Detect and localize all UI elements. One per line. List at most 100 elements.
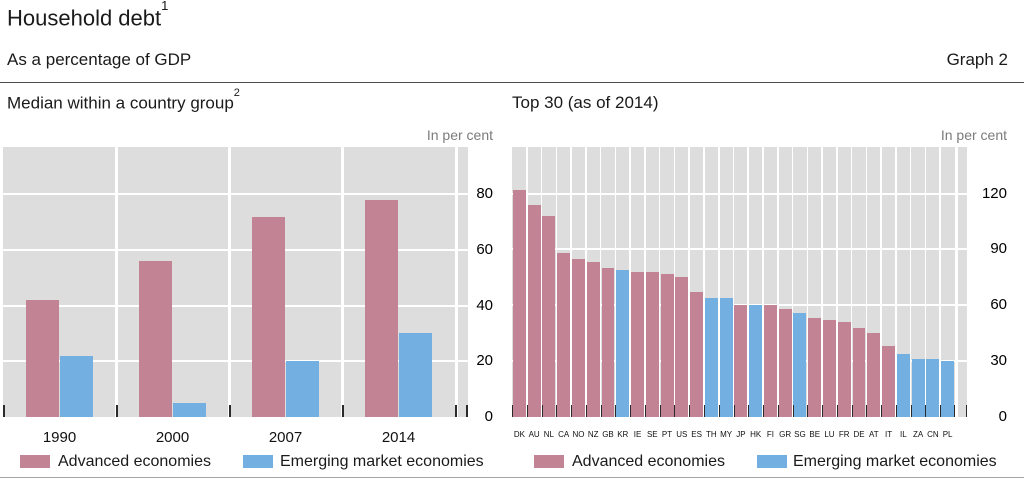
x-tick xyxy=(644,405,646,417)
bar-separator xyxy=(880,147,882,417)
x-label-IE: IE xyxy=(633,430,642,439)
bar-KR xyxy=(616,269,630,417)
y-tick-label: 20 xyxy=(476,352,493,370)
x-tick xyxy=(836,405,838,417)
x-tick xyxy=(954,405,955,417)
group-separator xyxy=(114,147,118,417)
x-tick xyxy=(866,405,868,417)
bar-separator xyxy=(747,147,750,417)
group-separator xyxy=(340,147,344,417)
title-footnote-marker: 1 xyxy=(161,0,169,13)
bar-2014-emerging xyxy=(399,333,432,417)
panel-footnote-marker: 2 xyxy=(233,87,240,99)
unit-label-top30: In per cent xyxy=(940,127,1007,143)
y-tick-label: 40 xyxy=(476,296,493,314)
x-tick xyxy=(116,405,118,417)
x-label-KR: KR xyxy=(617,430,629,439)
x-label-NL: NL xyxy=(543,430,555,439)
y-axis-top30: 0 30 60 90 120 xyxy=(914,147,1007,425)
legend-swatch-advanced-left xyxy=(20,455,50,468)
figure-bottom-rule xyxy=(0,477,1024,478)
bar-separator xyxy=(525,147,528,417)
bar-NL xyxy=(542,215,556,417)
bar-1990-emerging xyxy=(60,355,93,417)
x-tick xyxy=(455,405,457,417)
x-tick xyxy=(777,405,779,417)
bar-SE xyxy=(645,271,659,417)
x-label-ES: ES xyxy=(691,430,702,439)
bar-2007-emerging xyxy=(286,361,319,417)
bar-TH xyxy=(704,297,718,417)
bar-separator xyxy=(629,147,631,417)
bar-GR xyxy=(778,309,792,417)
x-label-2000: 2000 xyxy=(155,429,190,446)
x-label-FI: FI xyxy=(766,430,774,439)
x-tick xyxy=(466,405,468,417)
x-tick xyxy=(615,405,617,417)
x-tick xyxy=(585,405,587,417)
x-label-US: US xyxy=(676,430,688,439)
bar-GB xyxy=(601,268,615,417)
legend-swatch-emerging-left xyxy=(243,455,273,468)
panel-title-median: Median within a country group2 xyxy=(7,87,240,114)
gridline xyxy=(512,248,967,251)
x-label-SE: SE xyxy=(646,430,658,439)
gridline xyxy=(3,304,468,307)
plot-median-group xyxy=(3,147,468,417)
x-tick xyxy=(940,405,942,417)
x-label-DE: DE xyxy=(853,430,865,439)
panel-title-median-text: Median within a country group xyxy=(7,93,234,113)
y-tick-label: 60 xyxy=(476,240,493,258)
bar-separator xyxy=(791,147,794,417)
legend-label-emerging-left: Emerging market economies xyxy=(280,453,484,470)
x-tick xyxy=(541,405,543,417)
axis-strip xyxy=(958,147,967,417)
bar-ZA xyxy=(911,359,925,417)
bar-DE xyxy=(852,327,866,417)
x-tick xyxy=(512,405,513,417)
y-tick-label: 60 xyxy=(990,296,1007,314)
plot-top30 xyxy=(512,147,967,417)
bar-2014-advanced xyxy=(365,199,398,417)
x-label-GR: GR xyxy=(779,430,792,439)
x-axis-median: 1990 2000 2007 2014 xyxy=(3,429,468,446)
x-tick xyxy=(733,405,735,417)
x-tick xyxy=(526,405,528,417)
x-label-AU: AU xyxy=(528,430,540,439)
bar-HK xyxy=(749,305,763,417)
x-tick xyxy=(703,405,705,417)
x-label-TH: TH xyxy=(706,430,717,439)
bar-2007-advanced xyxy=(252,216,285,417)
x-tick xyxy=(910,405,912,417)
bar-US xyxy=(675,277,689,417)
bar-separator xyxy=(924,147,927,417)
x-label-IL: IL xyxy=(899,430,907,439)
bar-LU xyxy=(823,320,836,417)
x-tick xyxy=(807,405,809,417)
bar-BE xyxy=(808,318,822,417)
bar-ES xyxy=(690,292,704,417)
graph-number: Graph 2 xyxy=(946,50,1008,69)
panel-title-top30: Top 30 (as of 2014) xyxy=(512,93,659,112)
y-tick-label: 90 xyxy=(990,240,1007,258)
x-tick xyxy=(925,405,927,417)
bar-MY xyxy=(719,297,733,417)
gridline xyxy=(3,193,468,196)
y-tick-label: 0 xyxy=(484,408,493,425)
x-tick xyxy=(630,405,632,417)
x-tick xyxy=(881,405,883,417)
x-tick xyxy=(763,405,765,417)
legend-label-advanced-right: Advanced economies xyxy=(572,453,725,470)
x-label-HK: HK xyxy=(750,430,762,439)
x-label-NZ: NZ xyxy=(587,430,599,439)
x-tick xyxy=(895,405,897,417)
x-label-FR: FR xyxy=(838,430,850,439)
gridline xyxy=(3,360,468,363)
page-title-text: Household debt xyxy=(7,5,162,31)
gridline xyxy=(3,248,468,251)
y-tick-label: 80 xyxy=(476,185,493,203)
bar-SG xyxy=(793,312,807,417)
legend-swatch-emerging-right xyxy=(757,455,787,468)
x-tick xyxy=(851,405,853,417)
x-tick xyxy=(792,405,794,417)
